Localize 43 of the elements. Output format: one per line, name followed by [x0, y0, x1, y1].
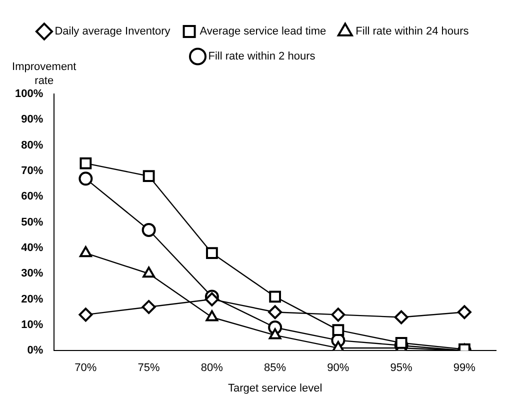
point — [142, 170, 155, 182]
point — [78, 172, 93, 186]
x-tick-label: 75% — [138, 362, 160, 374]
x-tick-label: 90% — [327, 362, 350, 374]
legend-label: Daily average Inventory — [54, 26, 171, 38]
point — [80, 157, 92, 170]
x-axis-title: Target service level — [228, 382, 322, 394]
y-tick-label: 50% — [21, 216, 44, 228]
x-tick-label: 70% — [74, 362, 97, 374]
y-tick-label: 90% — [21, 114, 44, 126]
point — [332, 324, 344, 336]
point — [78, 308, 93, 322]
legend-label: Fill rate within 24 hours — [356, 26, 470, 38]
point — [394, 310, 408, 324]
point — [142, 223, 156, 237]
x-tick-label: 99% — [453, 362, 476, 374]
point — [204, 292, 219, 306]
legend-label: Average service lead time — [200, 26, 326, 38]
x-tick-label: 85% — [264, 362, 286, 374]
point — [142, 300, 156, 314]
x-tick-label: 80% — [200, 362, 224, 374]
y-tick-label: 60% — [21, 190, 44, 203]
point — [269, 290, 282, 303]
y-tick-label: 10% — [21, 318, 44, 331]
y-tick-label: 70% — [21, 165, 44, 178]
y-tick-label: 40% — [21, 242, 44, 254]
y-tick-label: 80% — [21, 139, 44, 152]
point — [80, 246, 92, 258]
point — [331, 308, 346, 322]
y-tick-label: 0% — [27, 344, 44, 357]
legend-label: Fill rate within 2 hours — [208, 50, 316, 63]
y-tick-label: 30% — [21, 268, 44, 280]
point — [457, 305, 472, 320]
point — [268, 305, 282, 320]
point — [206, 310, 218, 322]
point — [142, 266, 156, 278]
y-tick-label: 100% — [14, 88, 44, 100]
point — [206, 247, 218, 260]
point — [395, 336, 408, 349]
y-tick-label: 20% — [21, 293, 44, 306]
point — [268, 328, 282, 340]
y-axis-title: Improvement rate — [12, 61, 76, 87]
x-tick-label: 95% — [390, 362, 413, 374]
